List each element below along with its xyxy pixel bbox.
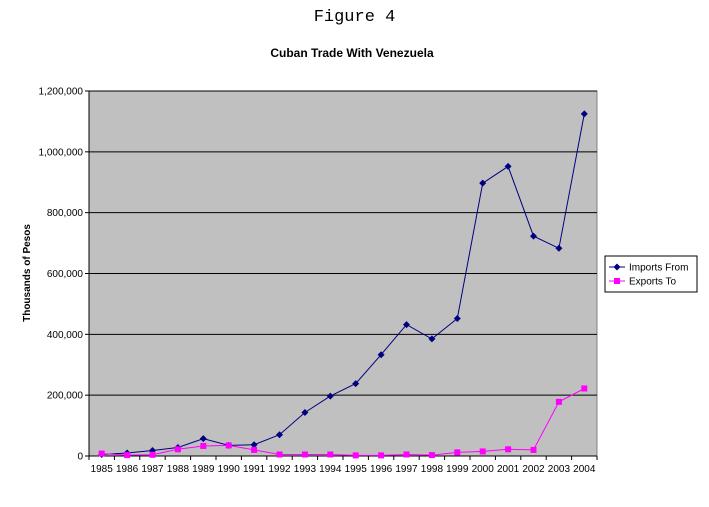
x-tick-label: 1993 xyxy=(294,464,317,475)
legend-label: Exports To xyxy=(629,277,676,288)
data-point xyxy=(581,385,588,392)
data-point xyxy=(555,398,562,405)
data-point xyxy=(428,335,436,343)
data-point xyxy=(377,351,385,359)
chart-title: Cuban Trade With Venezuela xyxy=(270,46,434,60)
figure-label: Figure 4 xyxy=(313,8,396,27)
legend-marker xyxy=(613,263,621,271)
series-line xyxy=(101,388,585,456)
data-point xyxy=(326,392,334,400)
y-tick-label: 1,000,000 xyxy=(39,147,84,158)
legend-marker xyxy=(614,278,620,284)
y-tick-label: 600,000 xyxy=(47,269,84,280)
x-tick-label: 1985 xyxy=(91,464,114,475)
y-tick-label: 200,000 xyxy=(47,391,84,402)
data-point xyxy=(225,442,232,449)
series-line xyxy=(101,113,585,455)
data-point xyxy=(199,435,207,443)
x-tick-label: 1986 xyxy=(116,464,139,475)
data-point xyxy=(174,446,181,453)
data-point xyxy=(479,448,486,455)
data-point xyxy=(403,451,410,458)
data-point xyxy=(555,244,563,252)
x-tick-label: 1997 xyxy=(395,464,418,475)
series-group xyxy=(98,110,588,459)
data-point xyxy=(301,451,308,458)
data-point xyxy=(301,409,309,417)
data-point xyxy=(98,450,105,457)
data-point xyxy=(479,179,487,187)
data-point xyxy=(124,452,131,459)
data-point xyxy=(530,446,537,453)
x-tick-label: 1987 xyxy=(141,464,164,475)
legend: Imports From Exports To xyxy=(604,255,698,293)
data-point xyxy=(504,162,512,170)
data-point xyxy=(454,449,461,456)
legend-box xyxy=(604,255,698,293)
data-point xyxy=(200,442,207,449)
x-tick-label: 2000 xyxy=(472,464,495,475)
x-tick-label: 1995 xyxy=(345,464,368,475)
data-point xyxy=(352,380,360,388)
x-tick-label: 2001 xyxy=(497,464,520,475)
data-point xyxy=(276,431,283,439)
y-axis: 0 200,000 400,000 600,000 800,000 1,000,000 1,… xyxy=(39,87,90,463)
data-point xyxy=(453,315,461,323)
y-tick-label: 1,200,000 xyxy=(39,87,84,98)
data-point xyxy=(580,110,588,118)
y-tick-label: 0 xyxy=(77,452,83,463)
legend-label: Imports From xyxy=(629,263,688,274)
x-axis: 1985 1986 1987 1988 1989 1990 1991 1992 1993 1994… xyxy=(88,455,598,475)
x-tick-label: 1996 xyxy=(370,464,393,475)
x-tick-label: 2003 xyxy=(548,464,571,475)
x-tick-label: 1988 xyxy=(167,464,190,475)
data-point xyxy=(250,441,258,449)
x-tick-label: 1990 xyxy=(218,464,241,475)
x-tick-label: 1991 xyxy=(243,464,266,475)
x-tick-label: 2004 xyxy=(573,464,596,475)
data-point xyxy=(505,446,512,453)
y-tick-label: 400,000 xyxy=(47,330,84,341)
x-tick-label: 1989 xyxy=(192,464,215,475)
y-tick-label: 800,000 xyxy=(47,208,84,219)
data-point xyxy=(403,321,410,329)
data-point xyxy=(352,452,359,459)
x-tick-label: 1998 xyxy=(421,464,444,475)
series-exports-to xyxy=(98,385,588,459)
data-point xyxy=(276,451,283,458)
data-point xyxy=(428,452,435,459)
y-axis-label: Thousands of Pesos xyxy=(22,224,33,322)
x-tick-label: 1992 xyxy=(268,464,291,475)
data-point xyxy=(530,232,537,240)
x-tick-label: 1994 xyxy=(319,464,342,475)
x-tick-label: 2002 xyxy=(522,464,545,475)
data-point xyxy=(251,446,258,453)
gridlines xyxy=(89,90,597,396)
x-tick-label: 1999 xyxy=(446,464,469,475)
data-point xyxy=(378,452,385,459)
data-point xyxy=(327,451,334,458)
data-point xyxy=(149,451,156,458)
